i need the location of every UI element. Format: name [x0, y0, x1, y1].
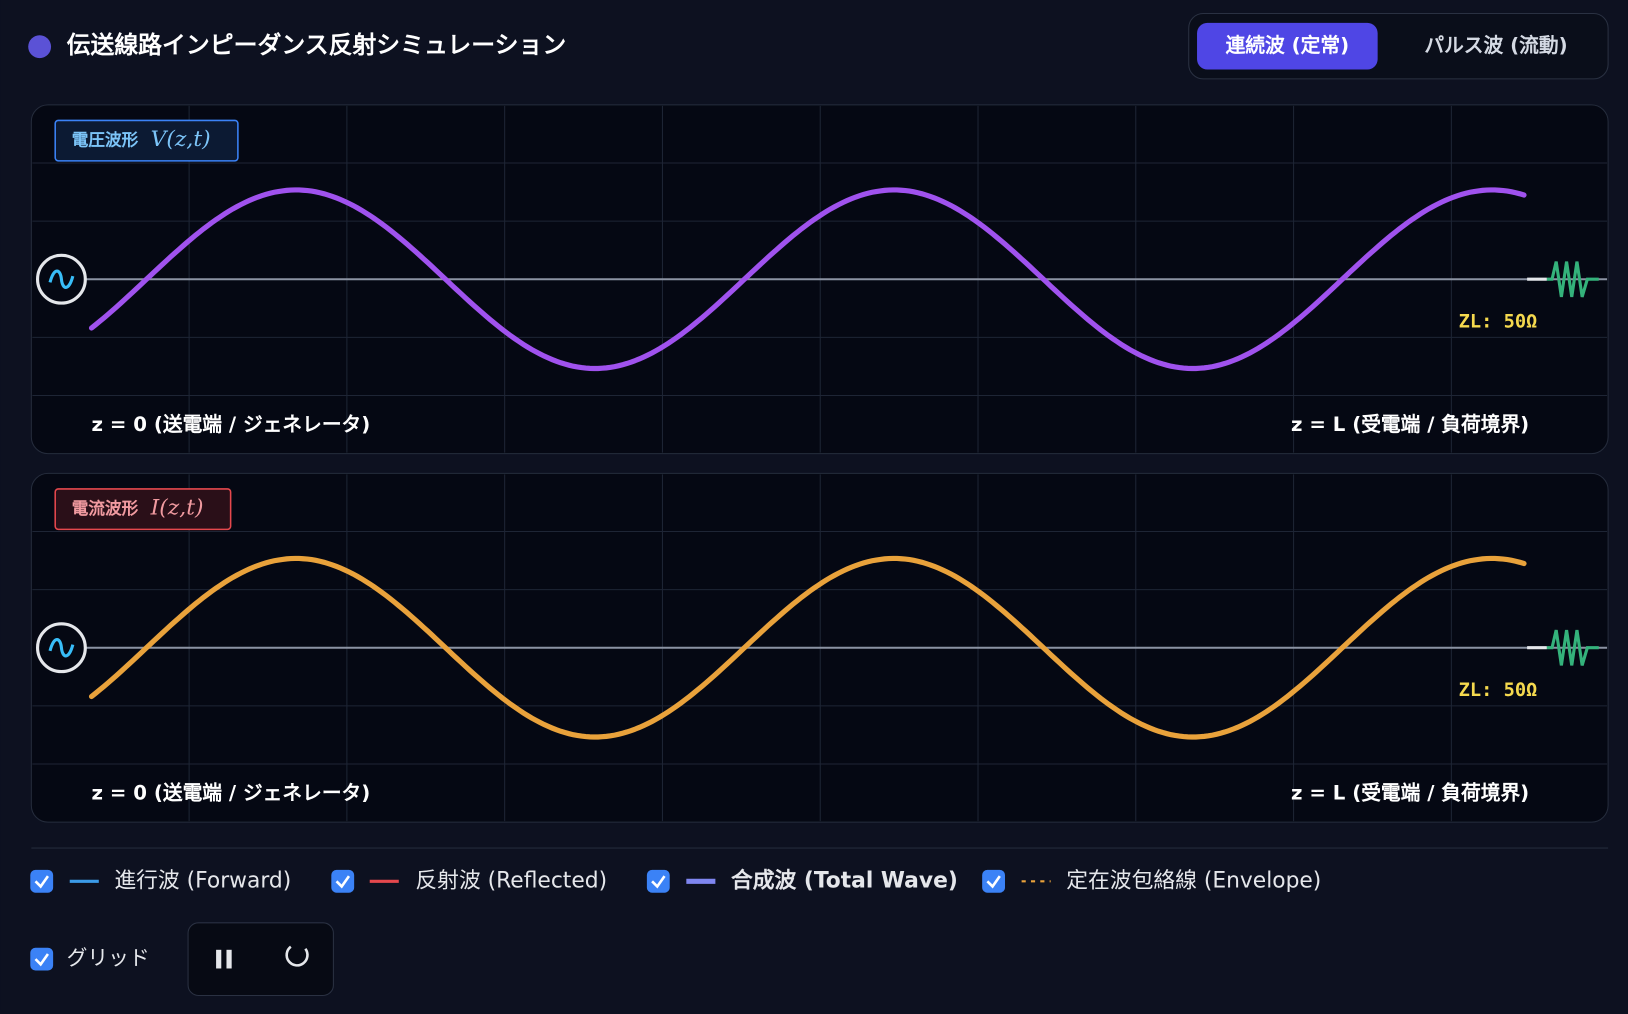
generator-symbol: [48, 637, 75, 658]
load-resistor: [1546, 261, 1599, 298]
panel-label-box: [54, 119, 239, 162]
reset-button[interactable]: [285, 945, 309, 967]
panel-label-box: [54, 488, 232, 531]
playback-controls: [187, 922, 334, 996]
load-end-label: z = L (受電端 / 負荷境界): [1291, 782, 1529, 805]
panel-symbol: V(z,t): [151, 127, 211, 152]
active-tab-bg: [1197, 22, 1378, 70]
grid-toggle-label[interactable]: グリッド: [67, 946, 150, 970]
panel-label: 電流波形: [72, 498, 139, 518]
load-label: ZL: 50Ω: [1459, 311, 1538, 332]
checkmark: [335, 875, 351, 889]
mode-tab[interactable]: 連続波 (定常): [1226, 34, 1349, 57]
total-wave: [88, 187, 1527, 372]
total-wave: [88, 555, 1527, 740]
legend-label[interactable]: 反射波 (Reflected): [415, 868, 607, 893]
checkmark: [986, 875, 1001, 889]
load-resistor: [1546, 629, 1599, 666]
checkmark: [651, 875, 666, 889]
checkbox[interactable]: [646, 869, 670, 893]
load-label: ZL: 50Ω: [1459, 680, 1538, 701]
source-end-label: z = 0 (送電端 / ジェネレータ): [92, 413, 371, 436]
load-end-label: z = L (受電端 / 負荷境界): [1291, 413, 1529, 436]
status-dot: [28, 35, 52, 59]
panel-symbol: I(z,t): [150, 496, 204, 521]
checkbox[interactable]: [982, 869, 1005, 893]
source-end-label: z = 0 (送電端 / ジェネレータ): [92, 782, 371, 805]
legend-label[interactable]: 合成波 (Total Wave): [731, 867, 958, 893]
generator-symbol: [48, 269, 75, 289]
checkbox[interactable]: [30, 947, 54, 971]
pause-button[interactable]: [216, 949, 232, 969]
checkbox[interactable]: [331, 869, 355, 893]
legend-label[interactable]: 進行波 (Forward): [114, 868, 291, 893]
mode-tab[interactable]: パルス波 (流動): [1424, 34, 1567, 57]
title: 伝送線路インピーダンス反射シミュレーション: [67, 31, 567, 59]
legend-label[interactable]: 定在波包絡線 (Envelope): [1066, 868, 1321, 893]
checkbox[interactable]: [30, 869, 54, 893]
checkmark: [34, 953, 49, 967]
panel-label: 電圧波形: [72, 130, 139, 150]
checkmark: [34, 875, 49, 889]
